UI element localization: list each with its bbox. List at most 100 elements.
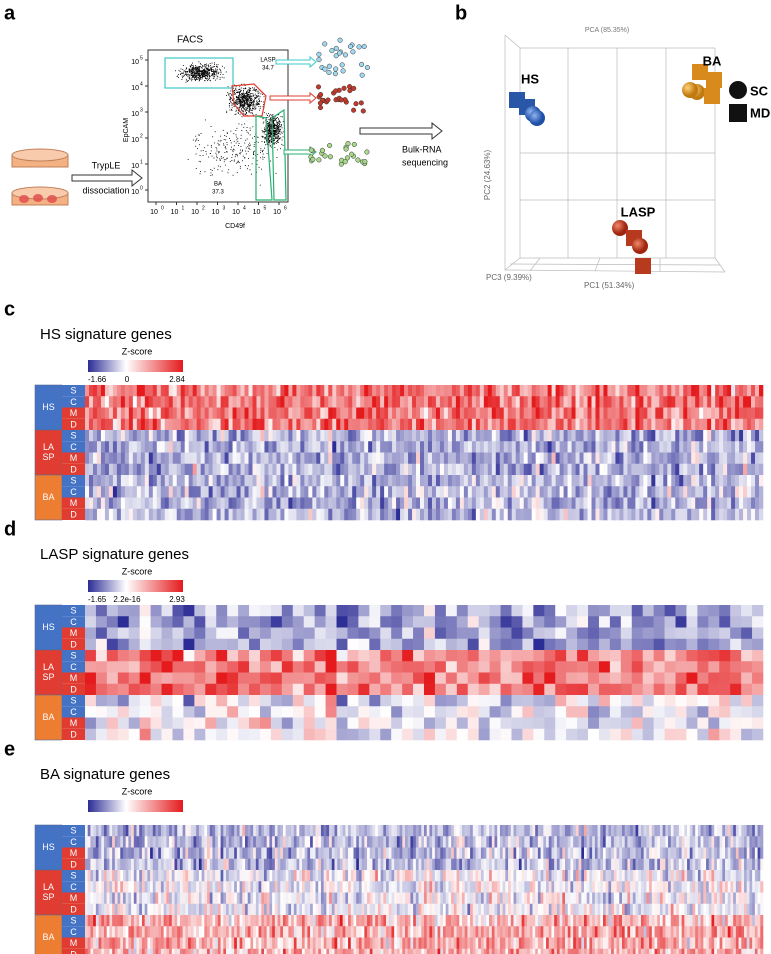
event-dot xyxy=(193,73,195,75)
heatmap-cell xyxy=(489,627,501,640)
heatmap-cell xyxy=(691,407,696,420)
heatmap-cell xyxy=(120,508,126,521)
heatmap-cell xyxy=(368,508,373,521)
heatmap-cell xyxy=(388,463,393,476)
event-dot xyxy=(240,104,242,106)
heatmap-cell xyxy=(249,706,261,718)
heatmap-cell xyxy=(435,430,441,442)
event-dot xyxy=(269,140,270,141)
heatmap-cell xyxy=(687,385,692,397)
event-dot xyxy=(198,73,200,74)
event-dot xyxy=(184,72,186,74)
gate-name: LASP xyxy=(260,58,275,64)
event-dot xyxy=(188,75,190,77)
heatmap-cell xyxy=(150,605,162,617)
heatmap-cell xyxy=(95,661,108,673)
heatmap-cell xyxy=(451,407,457,420)
heatmap-cell xyxy=(443,385,449,397)
heatmap-cell xyxy=(139,683,151,696)
heatmap-cell xyxy=(459,430,465,442)
event-dot xyxy=(230,97,232,99)
heatmap-cell xyxy=(707,385,712,397)
event-dot xyxy=(203,71,204,73)
event-dot xyxy=(276,149,278,151)
heatmap-cell xyxy=(427,497,433,510)
event-dot xyxy=(281,116,283,118)
heatmap-cell xyxy=(314,616,326,628)
heatmap-cell xyxy=(555,418,560,431)
heatmap-cell xyxy=(523,452,528,465)
heatmap-cell xyxy=(707,486,712,498)
event-dot xyxy=(269,131,271,133)
heatmap-cell xyxy=(284,463,289,476)
heatmap-cell xyxy=(109,825,113,837)
group-label: HS xyxy=(42,842,55,852)
heatmap-cell xyxy=(200,452,205,465)
event-dot xyxy=(274,142,276,144)
event-dot xyxy=(275,138,277,139)
heatmap-cell xyxy=(316,486,321,498)
event-dot xyxy=(269,141,271,143)
event-dot xyxy=(190,69,192,71)
event-dot xyxy=(194,76,196,78)
heatmap-cell xyxy=(675,638,687,651)
heatmap-cell xyxy=(136,475,142,487)
heatmap-cell xyxy=(128,430,134,442)
event-dot xyxy=(272,129,274,131)
heatmap-cell xyxy=(372,396,377,408)
heatmap-cell xyxy=(475,452,481,465)
heatmap-cell xyxy=(176,508,182,521)
event-dot xyxy=(280,121,281,123)
heatmap-cell xyxy=(615,385,620,397)
heatmap-cell xyxy=(642,638,654,651)
event-dot xyxy=(207,74,209,76)
event-dot xyxy=(249,96,251,98)
event-dot xyxy=(259,101,260,102)
event-dot xyxy=(274,124,276,126)
heatmap-cell xyxy=(471,508,477,521)
heatmap-cell xyxy=(447,407,453,420)
heatmap-cell xyxy=(424,441,429,453)
event-dot xyxy=(175,70,176,72)
heatmap-cell xyxy=(85,441,90,453)
heatmap-cell xyxy=(117,650,130,662)
heatmap-cell xyxy=(196,825,200,837)
heatmap-cell xyxy=(325,717,337,730)
event-dot xyxy=(190,71,192,73)
heatmap-cell xyxy=(615,396,620,408)
heatmap-cell xyxy=(132,396,138,408)
heatmap-cell xyxy=(216,616,228,628)
heatmap-cell xyxy=(707,508,712,521)
heatmap-cell xyxy=(747,497,752,510)
heatmap-cell xyxy=(543,396,548,408)
event-dot xyxy=(195,168,197,169)
event-dot xyxy=(253,144,255,146)
heatmap-cell xyxy=(196,486,201,498)
heatmap-cell xyxy=(667,385,672,397)
event-dot xyxy=(213,66,214,68)
heatmap-cell xyxy=(96,452,102,465)
heatmap-cell xyxy=(336,463,341,476)
event-dot xyxy=(243,88,245,90)
sorted-cell xyxy=(333,88,339,94)
heatmap-cell xyxy=(735,385,740,397)
heatmap-cell xyxy=(575,497,580,510)
cluster-label: HS xyxy=(521,71,539,86)
heatmap-cell xyxy=(503,486,509,498)
heatmap-cell xyxy=(551,441,556,453)
heatmap-cell xyxy=(148,396,154,408)
heatmap-cell xyxy=(563,497,568,510)
heatmap-cell xyxy=(443,475,449,487)
heatmap-cell xyxy=(132,497,138,510)
heatmap-cell xyxy=(264,430,269,442)
event-dot xyxy=(274,119,276,121)
heatmap-cell xyxy=(478,717,490,730)
heatmap-cell xyxy=(598,605,611,617)
heatmap-cell xyxy=(531,396,536,408)
heatmap-cell xyxy=(120,396,126,408)
heatmap-cell xyxy=(228,418,233,431)
heatmap-cell xyxy=(631,616,644,628)
event-dot xyxy=(191,72,193,73)
event-dot xyxy=(239,102,241,103)
heatmap-cell xyxy=(161,672,173,685)
